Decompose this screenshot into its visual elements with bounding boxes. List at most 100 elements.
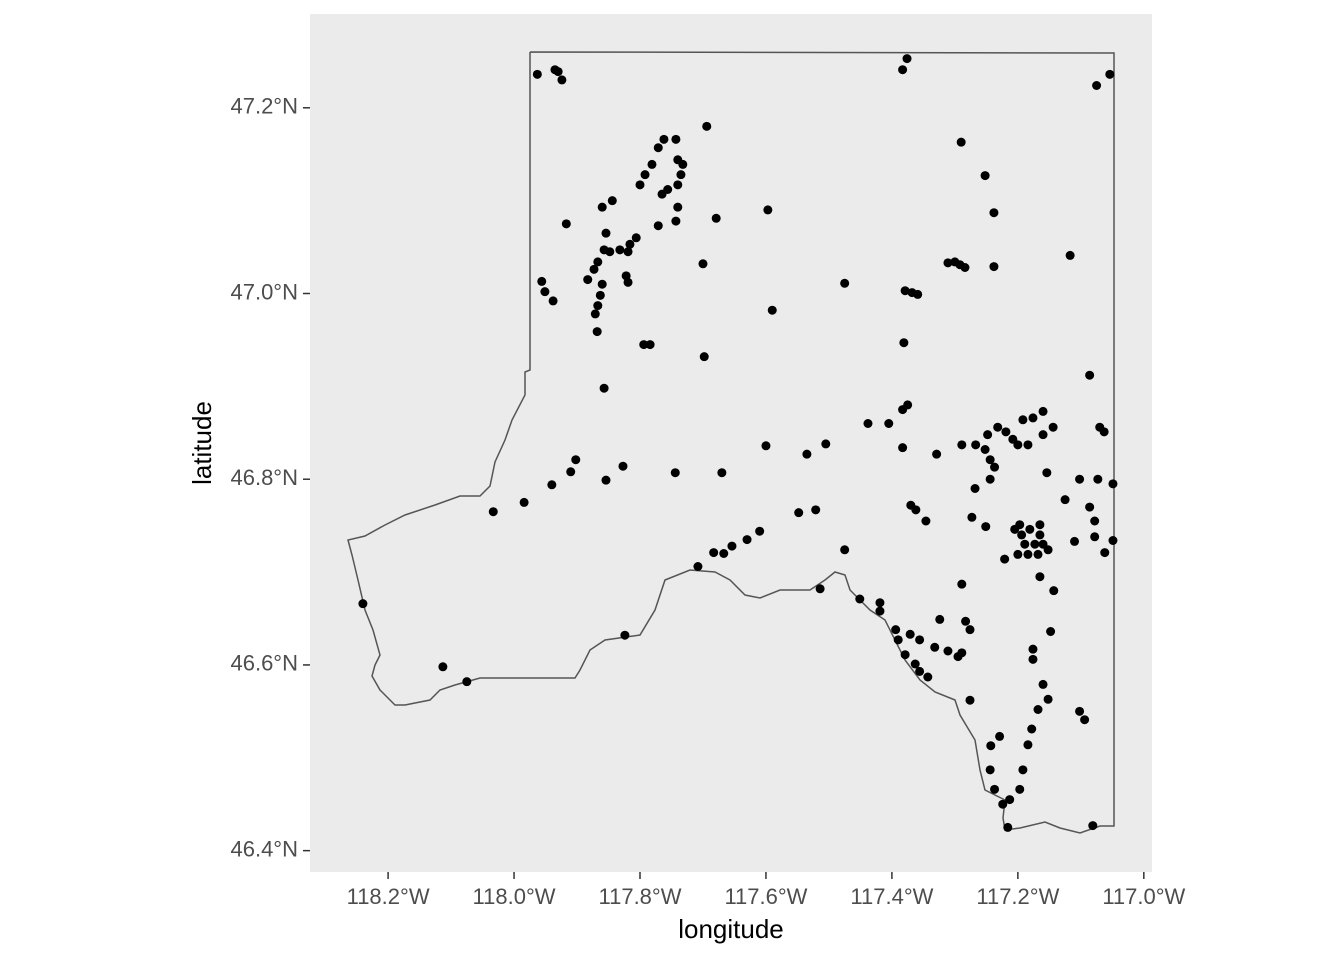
point xyxy=(990,462,1000,472)
point xyxy=(631,233,641,243)
point xyxy=(625,239,635,249)
point xyxy=(898,405,908,415)
y-axis-title: latitude xyxy=(187,401,217,485)
point xyxy=(902,54,912,64)
point xyxy=(693,562,703,571)
point xyxy=(891,625,901,635)
point xyxy=(1035,530,1045,540)
point xyxy=(519,497,529,507)
point xyxy=(761,441,771,451)
x-tick-label: 117.8°W xyxy=(599,884,682,909)
point xyxy=(670,468,680,478)
point xyxy=(763,205,773,215)
x-tick-label: 118.2°W xyxy=(347,884,430,909)
point xyxy=(989,262,999,272)
point xyxy=(815,584,825,594)
x-tick-label: 117.0°W xyxy=(1102,884,1185,909)
point xyxy=(1028,654,1038,664)
point xyxy=(1093,474,1103,484)
point xyxy=(1046,627,1056,636)
point xyxy=(957,440,967,450)
point xyxy=(1038,430,1048,440)
point xyxy=(676,170,686,180)
point xyxy=(653,221,663,231)
point xyxy=(593,301,603,311)
point xyxy=(1049,586,1059,596)
point xyxy=(702,121,712,131)
point xyxy=(1090,516,1100,526)
point xyxy=(1017,530,1027,540)
point xyxy=(623,247,633,257)
x-tick-label: 117.4°W xyxy=(850,884,933,909)
point xyxy=(989,208,999,218)
point xyxy=(990,784,1000,794)
point xyxy=(711,213,721,223)
point xyxy=(659,134,669,144)
point xyxy=(1015,520,1025,530)
point xyxy=(537,276,547,286)
point xyxy=(699,352,709,362)
point xyxy=(1018,765,1028,775)
point xyxy=(900,650,910,660)
point xyxy=(601,228,611,238)
point xyxy=(671,216,681,226)
point xyxy=(915,666,925,676)
point xyxy=(358,599,368,609)
point xyxy=(462,677,472,687)
point xyxy=(566,467,576,477)
point xyxy=(1038,406,1048,416)
point xyxy=(1023,440,1033,450)
point xyxy=(905,629,915,639)
point xyxy=(1108,536,1118,545)
y-tick-label: 46.4°N xyxy=(230,836,298,861)
point xyxy=(1005,795,1015,805)
point xyxy=(899,338,909,348)
point xyxy=(1105,69,1115,79)
point xyxy=(709,548,719,558)
point xyxy=(1023,549,1033,559)
point xyxy=(532,69,542,79)
point xyxy=(590,309,600,319)
point xyxy=(840,545,850,555)
point xyxy=(557,75,567,85)
point xyxy=(1088,821,1098,831)
point xyxy=(913,289,923,299)
point xyxy=(998,799,1008,809)
point xyxy=(1048,422,1058,432)
point xyxy=(583,275,593,285)
point xyxy=(607,196,617,206)
point xyxy=(971,440,981,450)
point xyxy=(1042,468,1052,478)
point xyxy=(561,219,571,229)
point xyxy=(1015,784,1025,794)
point xyxy=(593,257,603,267)
point xyxy=(540,287,550,297)
point xyxy=(957,648,967,658)
point xyxy=(943,646,953,656)
point xyxy=(821,439,831,449)
point xyxy=(811,505,821,515)
point xyxy=(657,189,667,199)
point xyxy=(884,419,894,428)
point xyxy=(1003,822,1013,832)
point xyxy=(898,443,908,453)
point xyxy=(970,484,980,493)
point xyxy=(993,422,1003,432)
point xyxy=(599,383,609,393)
point xyxy=(980,171,990,181)
point xyxy=(1033,705,1043,714)
point xyxy=(1060,495,1070,505)
point xyxy=(548,296,558,306)
point xyxy=(794,508,804,518)
point xyxy=(1027,724,1037,734)
point xyxy=(547,480,557,490)
point xyxy=(1000,554,1010,564)
point xyxy=(863,419,873,428)
x-tick-label: 117.6°W xyxy=(724,884,807,909)
point xyxy=(981,522,991,532)
y-tick-label: 47.2°N xyxy=(230,94,298,119)
point xyxy=(965,625,975,635)
point xyxy=(1020,539,1030,549)
